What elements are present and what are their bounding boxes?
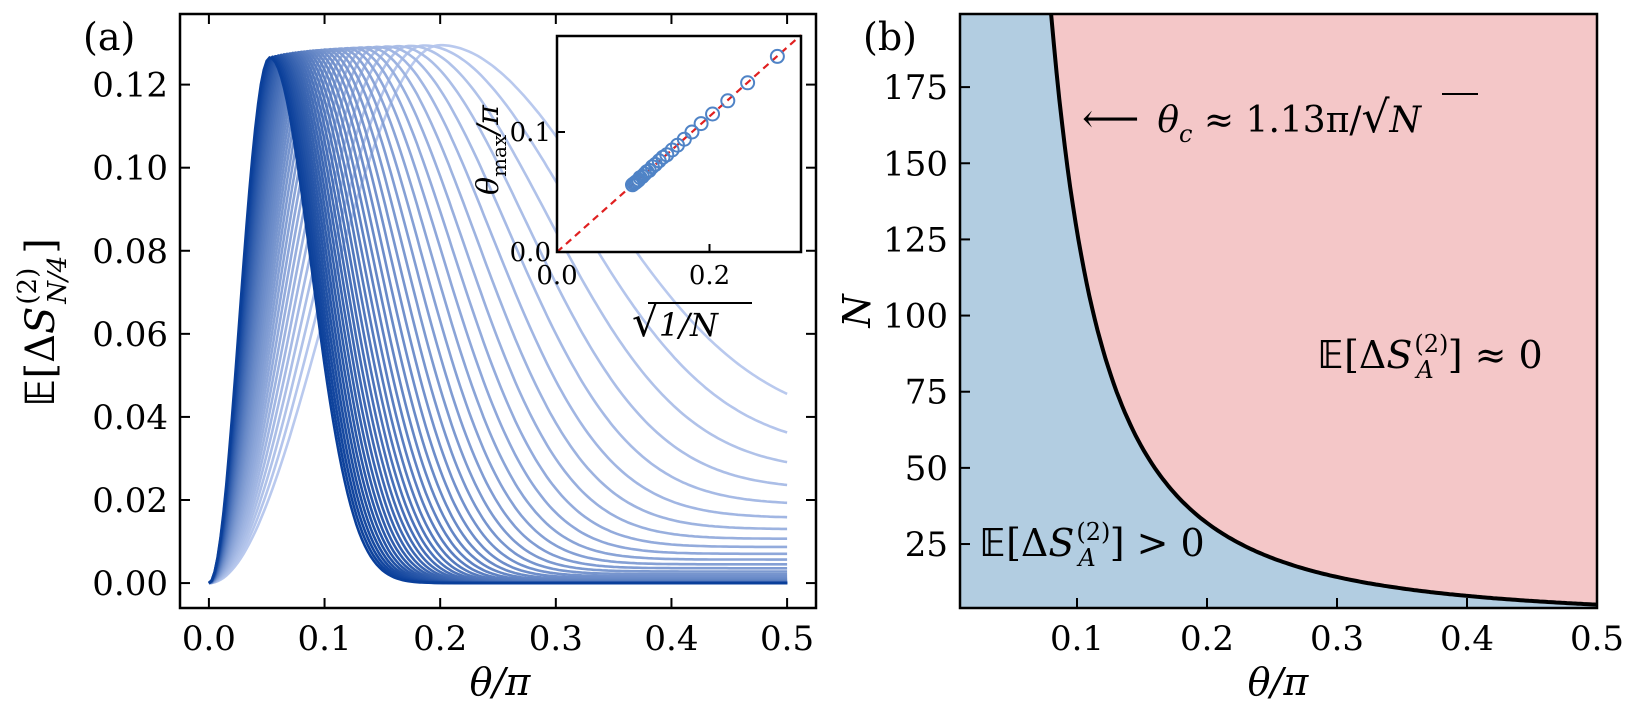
x-tick-label: 0.0 (182, 619, 236, 659)
b-x-tick-label: 0.5 (1570, 619, 1624, 659)
inset-frame (555, 34, 803, 254)
inset-content (556, 34, 802, 253)
panel-a-curves (207, 43, 788, 585)
curve-0 (208, 43, 788, 585)
inset-point-4 (693, 116, 709, 132)
y-tick-label: 0.04 (92, 398, 168, 438)
inset-y-tick-label: 0.1 (510, 118, 551, 148)
b-y-tick-label: 150 (883, 144, 948, 184)
boundary-curve (1049, 13, 1598, 607)
b-x-tick-label: 0.4 (1440, 619, 1494, 659)
x-tick-label: 0.4 (644, 619, 698, 659)
curve-2 (208, 44, 788, 585)
panel-a-inset: 0.0 0.2 0.0 0.1 θmax/π √1/N (471, 34, 803, 346)
inset-point-2 (720, 93, 736, 109)
panel-b-frame (958, 12, 1599, 610)
region-high (1051, 14, 1597, 605)
b-y-tick-label: 175 (883, 68, 948, 108)
inset-point-23 (624, 177, 640, 193)
inset-x-tick-label: 0.0 (536, 261, 577, 291)
inset-point-1 (740, 75, 756, 91)
inset-y-axis-label: θmax/π (471, 104, 511, 195)
region-upper-label: 𝔼[ΔS(2) A] ≈ 0 (1318, 330, 1543, 384)
x-tick-label: 0.3 (529, 619, 583, 659)
panel-b-label: (b) (863, 15, 917, 59)
panel-a: 0.0 0.1 0.2 0.3 0.4 0.5 0.00 0.02 0.04 0.06 0.08 0.… (13, 12, 818, 704)
b-y-tick-label: 75 (905, 373, 948, 413)
b-y-tick-label: 100 (883, 297, 948, 337)
y-tick-label: 0.08 (92, 232, 168, 272)
y-tick-label: 0.10 (92, 149, 168, 189)
inset-x-axis-label: √1/N (632, 297, 719, 346)
inset-point-3 (705, 106, 721, 122)
region-lower-label: 𝔼[ΔS(2) A] > 0 (980, 518, 1205, 572)
inset-fit-line (556, 34, 802, 253)
panel-b-regions (960, 13, 1598, 608)
x-tick-label: 0.5 (760, 619, 814, 659)
panel-a-y-axis-label: 𝔼[ΔS(2)N/4] (13, 238, 73, 406)
y-tick-label: 0.02 (92, 481, 168, 521)
annotation-arrow: ⟵ (1082, 96, 1139, 142)
curve-3 (208, 44, 788, 585)
inset-y-tick-label: 0.0 (510, 238, 551, 268)
curve-4 (208, 45, 788, 585)
panel-a-frame (178, 12, 818, 610)
b-x-tick-label: 0.2 (1180, 619, 1234, 659)
curve-5 (208, 45, 788, 585)
inset-point-0 (769, 48, 785, 64)
y-tick-label: 0.12 (92, 66, 168, 106)
panel-a-x-axis-label: θ/π (470, 660, 532, 704)
panel-b-y-axis-label: N (835, 293, 879, 329)
panel-b-ticks: 0.1 0.2 0.3 0.4 0.5 25 50 75 100 125 150 175 (883, 68, 1624, 659)
curve-1 (208, 44, 788, 585)
panel-a-label: (a) (83, 15, 135, 59)
inset-x-tick-label: 0.2 (689, 261, 730, 291)
panel-b: 0.1 0.2 0.3 0.4 0.5 25 50 75 100 125 150 175 (b) θ/… (835, 12, 1624, 704)
boundary-annotation: ⟵ θc ≈ 1.13π/√N (1082, 92, 1423, 148)
curve-37 (207, 56, 788, 585)
y-tick-label: 0.06 (92, 315, 168, 355)
b-y-tick-label: 50 (905, 449, 948, 489)
b-x-tick-label: 0.1 (1050, 619, 1104, 659)
b-y-tick-label: 25 (905, 525, 948, 565)
b-x-tick-label: 0.3 (1310, 619, 1364, 659)
y-tick-label: 0.00 (92, 564, 168, 604)
x-tick-label: 0.1 (298, 619, 352, 659)
panel-b-x-axis-label: θ/π (1248, 660, 1310, 704)
x-tick-label: 0.2 (413, 619, 467, 659)
panel-a-ticks: 0.0 0.1 0.2 0.3 0.4 0.5 0.00 0.02 0.04 0.06 0.08 0.… (92, 14, 816, 659)
b-y-tick-label: 125 (883, 220, 948, 260)
